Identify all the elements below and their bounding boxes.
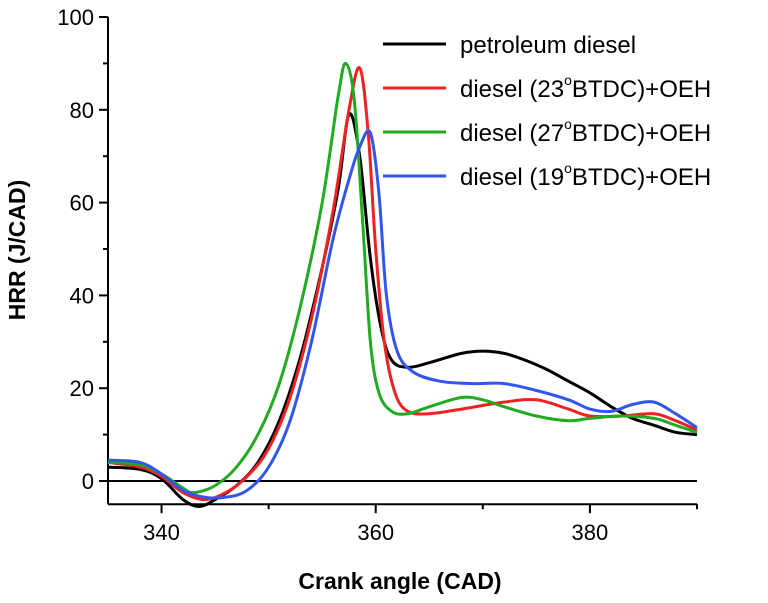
axes: 0 20 40 60 80 100 340 360 380: [57, 5, 698, 545]
series-line-4: [107, 129, 698, 500]
legend-label-1: petroleum diesel: [460, 32, 636, 59]
y-tick-label: 20: [70, 376, 94, 401]
legend-label-4: diesel (19oBTDC)+OEH: [460, 160, 711, 191]
series-line-3: [107, 61, 698, 495]
y-tick-label: 0: [82, 469, 94, 494]
y-tick-label: 100: [57, 5, 94, 30]
series-layer: [107, 61, 698, 508]
y-tick-label: 80: [70, 98, 94, 123]
x-axis-title: Crank angle (CAD): [298, 568, 501, 594]
x-tick-label: 380: [572, 520, 609, 545]
y-tick-label: 60: [70, 191, 94, 216]
x-tick-label: 360: [357, 520, 394, 545]
legend: petroleum diesel diesel (23oBTDC)+OEH dies…: [383, 32, 711, 191]
legend-label-3: diesel (27oBTDC)+OEH: [460, 116, 711, 147]
x-tick-label: 340: [143, 520, 180, 545]
y-tick-label: 40: [70, 283, 94, 308]
series-line-2: [107, 66, 698, 502]
y-axis-title: HRR (J/CAD): [4, 180, 30, 321]
legend-label-2: diesel (23oBTDC)+OEH: [460, 72, 711, 103]
